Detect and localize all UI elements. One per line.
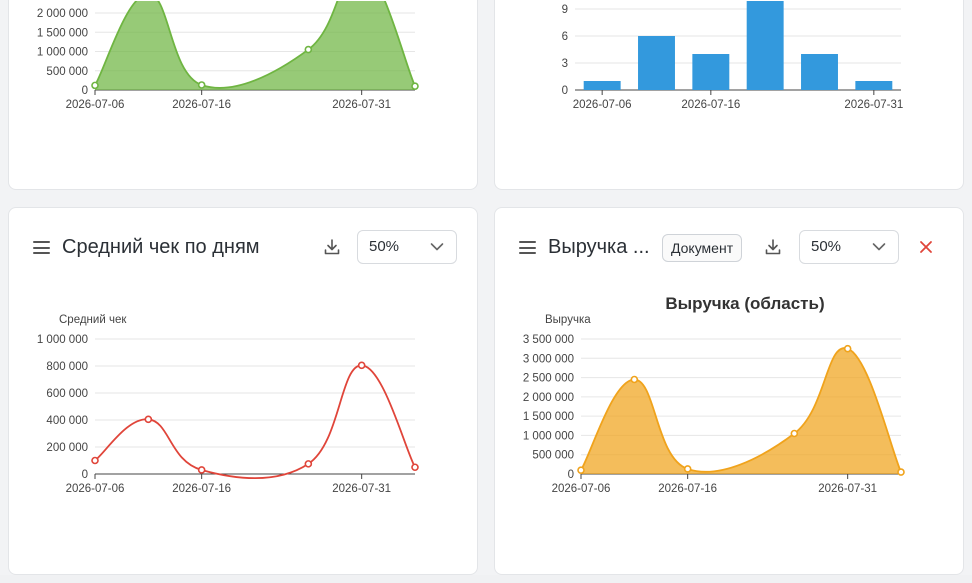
y-tick-label: 1 500 000: [37, 27, 88, 39]
card-revenue-area-top: 0 500 000 1 000 000 1 500 000 2 000 000 2026-…: [8, 0, 478, 190]
x-tick-label: 2026-07-16: [172, 483, 231, 495]
x-tick-label: 2026-07-31: [844, 99, 903, 111]
x-tick-label: 2026-07-16: [681, 99, 740, 111]
data-point: [790, 429, 799, 438]
data-point: [91, 456, 99, 465]
chart-revenue-area-top: 0 500 000 1 000 000 1 500 000 2 000 000 2026-…: [37, 1, 419, 111]
card-title: Выручка ...: [548, 236, 650, 258]
card-header: Средний чек по дням 50%: [9, 208, 477, 288]
x-tick-label: 2026-07-31: [332, 99, 391, 111]
menu-icon[interactable]: [33, 241, 50, 254]
zoom-select[interactable]: 50%: [357, 230, 457, 264]
y-axis-title: Средний чек: [59, 314, 127, 326]
y-tick-label: 3 000 000: [523, 353, 574, 365]
card-revenue-area: Выручка ... Документ 50% 0 500 000 1 000 0…: [494, 207, 964, 575]
x-tick-label: 2026-07-06: [552, 483, 611, 495]
x-tick-label: 2026-07-16: [658, 483, 717, 495]
series-line: [94, 364, 416, 479]
y-axis-title: Выручка: [545, 314, 591, 326]
x-tick-label: 2026-07-06: [573, 99, 632, 111]
menu-icon[interactable]: [519, 241, 536, 254]
close-icon[interactable]: [918, 239, 934, 255]
data-point: [144, 415, 153, 424]
document-button[interactable]: Документ: [662, 234, 743, 262]
y-tick-label: 9: [562, 4, 568, 16]
chevron-down-icon: [430, 243, 444, 251]
y-tick-label: 0: [562, 85, 568, 97]
y-tick-label: 400 000: [46, 415, 88, 427]
y-tick-label: 0: [82, 85, 88, 97]
data-point: [411, 463, 419, 472]
card-orders-bar: 0 3 6 9 2026-07-06 2026-07-16 2026-07-31: [494, 0, 964, 190]
area-fill: [581, 348, 901, 474]
chart-avg-check-line: 0 200 000 400 000 600 000 800 000 1 000 000 Ср…: [37, 314, 419, 495]
data-point: [843, 344, 852, 353]
bar: [801, 54, 838, 90]
bar: [746, 1, 784, 90]
x-tick-label: 2026-07-31: [332, 483, 391, 495]
zoom-select[interactable]: 50%: [799, 230, 899, 264]
x-tick-label: 2026-07-31: [818, 483, 877, 495]
card-title: Средний чек по дням: [62, 236, 260, 258]
download-icon[interactable]: [764, 238, 782, 256]
card-avg-check: Средний чек по дням 50% 0 200 000 400 000 6…: [8, 207, 478, 575]
data-point: [683, 465, 692, 473]
chart-revenue-area: 0 500 000 1 000 000 1 500 000 2 000 000 2 500…: [523, 294, 905, 495]
data-point: [304, 460, 313, 468]
y-tick-label: 500 000: [46, 66, 88, 78]
y-tick-label: 1 000 000: [37, 334, 88, 346]
bar: [692, 54, 730, 90]
chart-title: Выручка (область): [665, 294, 824, 313]
y-tick-label: 1 000 000: [523, 430, 574, 442]
page-bottom-edge: [0, 575, 972, 583]
data-point: [197, 466, 206, 474]
zoom-select-value: 50%: [369, 238, 400, 255]
bar: [855, 81, 893, 90]
area-fill: [95, 1, 415, 90]
chart-orders-bar: 0 3 6 9 2026-07-06 2026-07-16 2026-07-31: [562, 1, 903, 111]
zoom-select-value: 50%: [811, 238, 842, 255]
y-tick-label: 600 000: [46, 388, 88, 400]
y-tick-label: 1 500 000: [523, 411, 574, 423]
data-point: [357, 361, 366, 370]
y-tick-label: 3 500 000: [523, 334, 574, 346]
chevron-down-icon: [872, 243, 886, 251]
y-tick-label: 800 000: [46, 361, 88, 373]
y-tick-label: 1 000 000: [37, 47, 88, 59]
data-point: [577, 466, 585, 474]
y-tick-label: 3: [562, 58, 568, 70]
y-tick-label: 500 000: [532, 450, 574, 462]
y-tick-label: 200 000: [46, 442, 88, 454]
data-point: [197, 81, 206, 89]
data-point: [630, 375, 639, 384]
y-tick-label: 2 000 000: [37, 8, 88, 20]
y-tick-label: 0: [568, 469, 574, 481]
bar: [583, 81, 621, 90]
bar: [638, 36, 675, 90]
data-point: [897, 468, 905, 476]
y-tick-label: 2 500 000: [523, 373, 574, 385]
y-tick-label: 6: [562, 31, 568, 43]
x-tick-label: 2026-07-06: [66, 483, 125, 495]
data-point: [411, 82, 419, 90]
x-tick-label: 2026-07-06: [66, 99, 125, 111]
card-header: Выручка ... Документ 50%: [495, 208, 963, 288]
y-tick-label: 2 000 000: [523, 392, 574, 404]
y-tick-label: 0: [82, 469, 88, 481]
data-point: [91, 81, 99, 90]
download-icon[interactable]: [323, 238, 341, 256]
series-line: [94, 1, 416, 89]
x-tick-label: 2026-07-16: [172, 99, 231, 111]
data-point: [304, 45, 313, 54]
